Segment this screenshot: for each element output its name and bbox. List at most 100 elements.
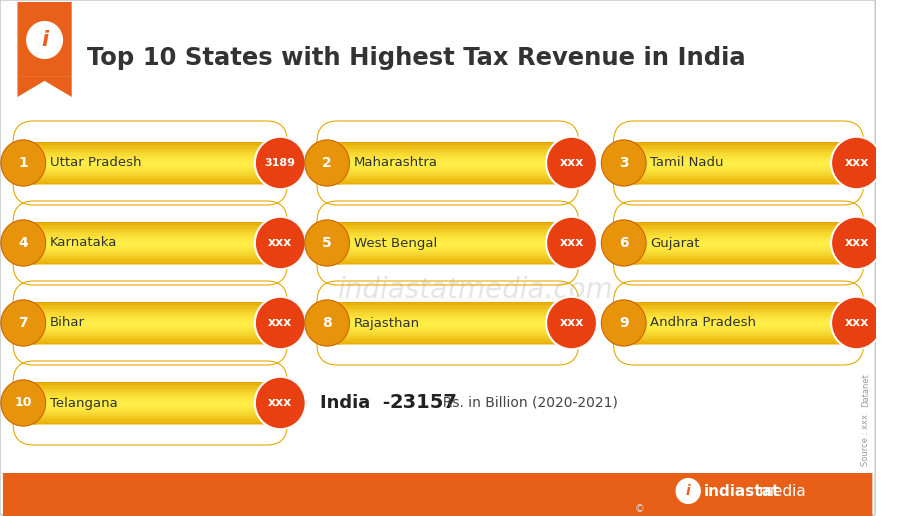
FancyBboxPatch shape <box>33 254 266 256</box>
Text: xxx: xxx <box>268 396 293 410</box>
FancyBboxPatch shape <box>337 254 558 256</box>
FancyBboxPatch shape <box>633 233 842 235</box>
FancyBboxPatch shape <box>626 148 641 150</box>
FancyBboxPatch shape <box>625 229 641 231</box>
FancyBboxPatch shape <box>633 253 842 255</box>
FancyBboxPatch shape <box>337 308 558 310</box>
FancyBboxPatch shape <box>633 330 842 332</box>
FancyBboxPatch shape <box>33 319 266 321</box>
FancyBboxPatch shape <box>337 319 558 321</box>
FancyBboxPatch shape <box>326 166 348 168</box>
FancyBboxPatch shape <box>327 171 347 173</box>
FancyBboxPatch shape <box>326 160 348 162</box>
FancyBboxPatch shape <box>337 333 558 335</box>
FancyBboxPatch shape <box>33 166 266 168</box>
Circle shape <box>255 217 305 269</box>
FancyBboxPatch shape <box>30 183 37 185</box>
FancyBboxPatch shape <box>633 149 842 151</box>
FancyBboxPatch shape <box>33 312 266 314</box>
FancyBboxPatch shape <box>337 334 558 336</box>
FancyBboxPatch shape <box>23 157 44 159</box>
FancyBboxPatch shape <box>33 423 266 425</box>
FancyBboxPatch shape <box>23 240 44 242</box>
FancyBboxPatch shape <box>626 228 641 230</box>
Text: xxx: xxx <box>843 236 868 250</box>
FancyBboxPatch shape <box>633 325 842 326</box>
FancyBboxPatch shape <box>330 306 344 308</box>
FancyBboxPatch shape <box>633 343 842 345</box>
FancyBboxPatch shape <box>33 255 266 257</box>
FancyBboxPatch shape <box>33 146 266 148</box>
FancyBboxPatch shape <box>33 153 266 155</box>
FancyBboxPatch shape <box>633 155 842 156</box>
Circle shape <box>600 140 646 186</box>
FancyBboxPatch shape <box>337 222 558 224</box>
FancyBboxPatch shape <box>337 160 558 162</box>
FancyBboxPatch shape <box>25 257 42 259</box>
FancyBboxPatch shape <box>633 171 842 173</box>
FancyBboxPatch shape <box>625 309 641 311</box>
Text: xxx: xxx <box>559 236 583 250</box>
FancyBboxPatch shape <box>26 259 41 260</box>
FancyBboxPatch shape <box>337 174 558 176</box>
FancyBboxPatch shape <box>633 323 842 325</box>
FancyBboxPatch shape <box>33 240 266 242</box>
FancyBboxPatch shape <box>337 177 558 179</box>
Text: 3: 3 <box>619 156 628 170</box>
FancyBboxPatch shape <box>337 149 558 151</box>
Text: Tamil Nadu: Tamil Nadu <box>649 156 723 169</box>
FancyBboxPatch shape <box>633 143 842 146</box>
FancyBboxPatch shape <box>337 311 558 312</box>
FancyBboxPatch shape <box>326 247 348 249</box>
FancyBboxPatch shape <box>33 330 266 332</box>
FancyBboxPatch shape <box>629 263 638 265</box>
FancyBboxPatch shape <box>633 163 842 165</box>
FancyBboxPatch shape <box>26 228 41 230</box>
FancyBboxPatch shape <box>23 396 44 398</box>
FancyBboxPatch shape <box>33 340 266 342</box>
FancyBboxPatch shape <box>633 165 842 166</box>
FancyBboxPatch shape <box>633 313 842 315</box>
FancyBboxPatch shape <box>33 392 266 394</box>
FancyBboxPatch shape <box>622 240 644 242</box>
FancyBboxPatch shape <box>33 169 266 170</box>
Text: 8: 8 <box>321 316 331 330</box>
FancyBboxPatch shape <box>23 325 44 326</box>
FancyBboxPatch shape <box>329 229 345 231</box>
FancyBboxPatch shape <box>33 148 266 150</box>
FancyBboxPatch shape <box>33 179 266 180</box>
FancyBboxPatch shape <box>27 340 40 342</box>
FancyBboxPatch shape <box>330 146 344 148</box>
FancyBboxPatch shape <box>633 334 842 336</box>
FancyBboxPatch shape <box>337 261 558 263</box>
FancyBboxPatch shape <box>326 330 348 332</box>
FancyBboxPatch shape <box>633 150 842 152</box>
FancyBboxPatch shape <box>33 405 266 406</box>
FancyBboxPatch shape <box>337 245 558 246</box>
FancyBboxPatch shape <box>622 323 645 325</box>
FancyBboxPatch shape <box>331 341 342 343</box>
FancyBboxPatch shape <box>337 226 558 228</box>
FancyBboxPatch shape <box>331 181 342 183</box>
FancyBboxPatch shape <box>326 320 348 322</box>
Text: 4: 4 <box>18 236 28 250</box>
FancyBboxPatch shape <box>33 335 266 337</box>
FancyBboxPatch shape <box>33 236 266 238</box>
FancyBboxPatch shape <box>33 162 266 164</box>
FancyBboxPatch shape <box>628 225 638 227</box>
FancyBboxPatch shape <box>337 162 558 164</box>
FancyBboxPatch shape <box>327 233 347 235</box>
FancyBboxPatch shape <box>622 326 644 328</box>
FancyBboxPatch shape <box>623 330 644 332</box>
FancyBboxPatch shape <box>633 312 842 314</box>
FancyBboxPatch shape <box>337 335 558 337</box>
FancyBboxPatch shape <box>24 312 42 314</box>
FancyBboxPatch shape <box>26 179 41 180</box>
FancyBboxPatch shape <box>326 170 348 172</box>
FancyBboxPatch shape <box>327 155 347 156</box>
FancyBboxPatch shape <box>24 232 42 234</box>
FancyBboxPatch shape <box>33 407 266 409</box>
FancyBboxPatch shape <box>25 389 42 391</box>
FancyBboxPatch shape <box>33 331 266 333</box>
FancyBboxPatch shape <box>28 305 39 307</box>
